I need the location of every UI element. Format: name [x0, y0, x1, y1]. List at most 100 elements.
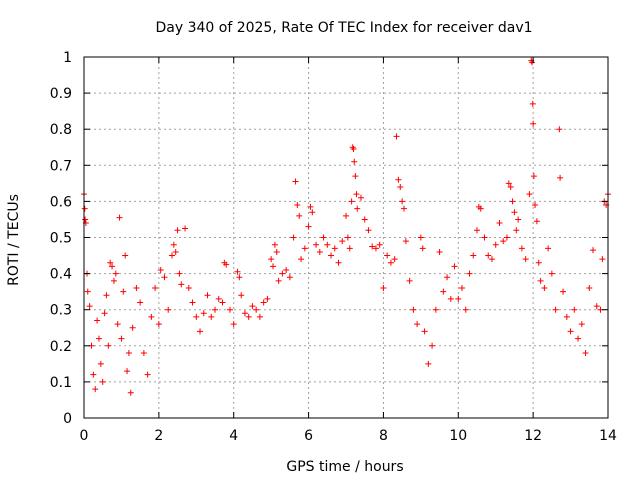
data-point	[105, 342, 112, 349]
data-point	[200, 310, 207, 317]
data-point	[535, 259, 542, 266]
data-point	[410, 306, 417, 313]
data-point	[133, 285, 140, 292]
data-point	[380, 285, 387, 292]
data-point	[127, 389, 134, 396]
data-point	[369, 243, 376, 250]
data-point	[509, 198, 516, 205]
data-point	[350, 146, 357, 153]
data-point	[256, 313, 263, 320]
data-point	[90, 371, 97, 378]
data-point	[387, 259, 394, 266]
data-point	[182, 225, 189, 232]
data-point	[575, 335, 582, 342]
data-point	[215, 295, 222, 302]
y-tick-label: 0	[63, 411, 72, 427]
data-point	[529, 100, 536, 107]
data-point	[152, 285, 159, 292]
y-tick-label: 0.5	[50, 231, 72, 247]
data-point	[271, 241, 278, 248]
data-point	[189, 299, 196, 306]
data-point	[174, 227, 181, 234]
data-point	[344, 234, 351, 241]
data-point	[406, 277, 413, 284]
data-point	[395, 176, 402, 183]
data-point	[530, 120, 537, 127]
data-point	[343, 212, 349, 219]
y-tick-label: 0.4	[50, 267, 72, 283]
data-point	[563, 313, 570, 320]
data-point	[168, 252, 175, 259]
data-point	[432, 306, 439, 313]
data-point	[268, 256, 275, 263]
data-point	[346, 245, 353, 252]
data-point	[99, 378, 106, 385]
data-point	[290, 234, 297, 241]
data-point	[357, 194, 364, 201]
y-tick-label: 0.3	[50, 303, 72, 319]
data-point	[316, 248, 323, 255]
data-point	[530, 173, 537, 180]
data-point	[351, 158, 358, 165]
y-tick-label: 0.8	[50, 122, 72, 138]
data-point	[481, 234, 488, 241]
data-point	[296, 212, 303, 219]
y-tick-label: 0.7	[50, 158, 72, 174]
data-point	[348, 198, 355, 205]
data-point	[305, 223, 312, 230]
data-point	[208, 313, 215, 320]
data-point	[234, 268, 241, 275]
data-point	[532, 202, 539, 209]
data-point	[466, 270, 473, 277]
data-point	[339, 238, 346, 245]
data-point	[529, 59, 536, 66]
data-point	[526, 191, 533, 198]
y-tick-label: 0.9	[50, 86, 72, 102]
data-point	[157, 266, 164, 273]
data-point	[515, 216, 522, 223]
data-point	[485, 252, 492, 259]
data-point	[298, 256, 305, 263]
data-point	[522, 256, 529, 263]
data-point	[103, 292, 110, 299]
x-tick-label: 2	[154, 428, 163, 444]
data-point	[148, 313, 155, 320]
data-point	[114, 321, 121, 328]
data-point	[212, 306, 218, 313]
data-point	[95, 335, 102, 342]
data-point	[518, 245, 525, 252]
data-point	[593, 303, 600, 310]
data-point	[393, 133, 400, 140]
x-tick-label: 14	[599, 428, 617, 444]
data-point	[97, 360, 104, 367]
data-point	[275, 277, 282, 284]
data-point	[455, 295, 462, 302]
x-tick-label: 4	[229, 428, 238, 444]
data-point	[116, 214, 123, 221]
data-point	[294, 202, 301, 209]
data-point	[253, 306, 260, 313]
data-point	[557, 174, 564, 181]
data-point	[264, 295, 271, 302]
data-point	[391, 256, 398, 263]
data-point	[309, 209, 316, 216]
data-point	[273, 248, 280, 255]
data-point	[238, 292, 245, 299]
data-point	[331, 245, 338, 252]
data-point	[492, 241, 499, 248]
data-point	[582, 350, 589, 357]
data-point	[260, 299, 267, 306]
data-point	[193, 313, 200, 320]
data-point	[313, 241, 320, 248]
data-point	[421, 328, 428, 335]
data-point	[586, 285, 593, 292]
data-point	[122, 252, 129, 259]
x-tick-label: 6	[304, 428, 313, 444]
data-point	[270, 263, 277, 270]
y-tick-label: 0.2	[50, 339, 72, 355]
data-point	[155, 321, 162, 328]
data-point	[397, 183, 404, 190]
data-point	[376, 241, 383, 248]
chart-title: Day 340 of 2025, Rate Of TEC Index for r…	[155, 20, 532, 36]
